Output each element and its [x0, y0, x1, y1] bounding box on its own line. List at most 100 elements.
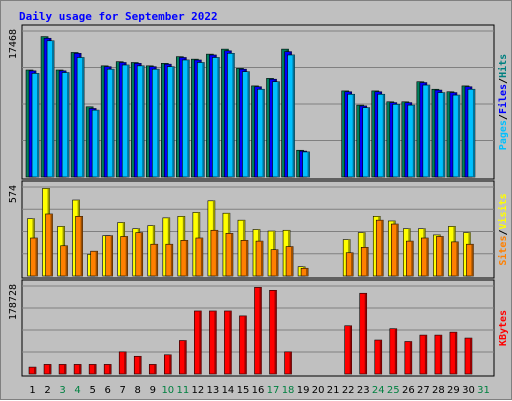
- bar-pages-day-5: [91, 109, 100, 178]
- legend-item: Hits: [497, 54, 509, 78]
- bar-kbytes-day-18: [284, 351, 292, 375]
- bar-kbytes-day-23: [359, 292, 368, 375]
- bar-kbytes-day-16: [254, 287, 262, 375]
- bar-kbytes-day-2: [43, 364, 52, 375]
- bar-pages-day-10: [167, 66, 175, 178]
- x-tick-label: 7: [120, 385, 126, 396]
- bar-pages-day-8: [136, 65, 145, 178]
- bar-pages-day-16: [257, 88, 265, 178]
- x-tick-label: 10: [161, 385, 174, 396]
- bar-kbytes-day-27: [419, 334, 428, 375]
- bar-kbytes-day-13: [209, 310, 217, 375]
- x-tick-label: 26: [402, 385, 415, 396]
- y-max-label: 574: [8, 185, 19, 203]
- bar-pages-day-23: [362, 107, 371, 178]
- bar-sites-day-2: [45, 213, 53, 277]
- bar-pages-day-18: [287, 54, 295, 178]
- bar-pages-day-25: [392, 103, 401, 178]
- bar-pages-day-13: [212, 57, 220, 178]
- bar-sites-day-15: [240, 240, 249, 277]
- x-tick-label: 20: [312, 385, 325, 396]
- legend-item: /: [498, 114, 509, 120]
- x-tick-label: 5: [89, 385, 95, 396]
- bar-pages-day-4: [76, 57, 85, 178]
- bar-sites-day-17: [270, 249, 279, 277]
- bar-pages-day-11: [182, 59, 190, 178]
- x-tick-label: 22: [342, 385, 355, 396]
- bar-pages-day-1: [31, 73, 40, 178]
- bar-kbytes-day-30: [464, 337, 473, 375]
- bar-kbytes-day-29: [449, 331, 458, 375]
- x-tick-label: 29: [447, 385, 460, 396]
- x-tick-label: 17: [267, 385, 280, 396]
- bar-pages-day-29: [452, 94, 461, 178]
- bar-kbytes-day-12: [194, 310, 202, 375]
- bar-kbytes-day-15: [239, 315, 247, 375]
- bar-sites-day-8: [135, 232, 144, 277]
- bar-sites-day-24: [375, 219, 384, 277]
- bar-kbytes-day-25: [389, 328, 398, 375]
- bar-pages-day-22: [347, 93, 355, 178]
- bar-sites-day-23: [360, 247, 369, 277]
- bar-sites-day-19: [300, 267, 309, 277]
- bar-sites-day-16: [255, 240, 264, 277]
- bar-sites-day-22: [345, 252, 354, 277]
- x-tick-label: 2: [44, 385, 50, 396]
- x-tick-label: 24: [372, 385, 385, 396]
- bar-sites-day-25: [390, 223, 399, 277]
- bar-sites-day-6: [105, 235, 113, 277]
- bar-sites-day-30: [466, 243, 474, 277]
- bar-sites-day-14: [225, 233, 234, 277]
- bar-sites-day-3: [60, 245, 68, 277]
- x-tick-label: 15: [237, 385, 250, 396]
- bar-kbytes-day-9: [148, 364, 157, 375]
- bar-kbytes-day-22: [344, 325, 352, 375]
- x-tick-label: 4: [74, 385, 80, 396]
- bar-sites-day-29: [451, 241, 459, 277]
- y-max-label: 178728: [8, 284, 19, 320]
- chart-title: Daily usage for September 2022: [19, 10, 218, 23]
- legend-kbytes: KBytes: [498, 310, 509, 346]
- bar-pages-day-30: [467, 88, 476, 178]
- panel-visits-sites: 574 Sites/Visits: [8, 180, 509, 279]
- bar-sites-day-9: [150, 243, 159, 277]
- bar-sites-day-10: [165, 243, 174, 277]
- bar-pages-day-6: [106, 68, 115, 178]
- y-max-label: 17468: [8, 29, 19, 59]
- x-tick-label: 28: [432, 385, 445, 396]
- bar-kbytes-day-8: [133, 355, 142, 375]
- x-tick-label: 12: [192, 385, 205, 396]
- bar-kbytes-day-24: [374, 339, 383, 375]
- bar-sites-day-5: [90, 250, 98, 277]
- x-tick-label: 6: [104, 385, 110, 396]
- bar-pages-day-12: [197, 62, 205, 178]
- bar-pages-day-3: [61, 72, 70, 178]
- x-tick-label: 13: [207, 385, 220, 396]
- legend-item: Pages: [498, 120, 509, 150]
- bar-sites-day-12: [195, 237, 204, 277]
- bar-pages-day-15: [242, 71, 250, 178]
- bar-sites-day-13: [210, 229, 219, 277]
- legend-item: Files: [497, 84, 509, 114]
- bar-sites-day-27: [421, 237, 429, 277]
- x-axis-labels: 1 2 3 4 5 6 7 8 9 10 11 12 13 14 15 16 17 18 19 20 21 22 23 24 2…: [29, 385, 490, 396]
- bar-pages-day-19: [302, 151, 310, 178]
- x-tick-label: 11: [176, 385, 189, 396]
- x-tick-label: 9: [150, 385, 156, 396]
- bar-sites-day-11: [180, 240, 189, 277]
- bar-kbytes-day-14: [224, 310, 232, 375]
- bar-kbytes-day-26: [404, 341, 413, 375]
- x-tick-label: 19: [297, 385, 310, 396]
- x-tick-label: 16: [252, 385, 265, 396]
- x-tick-label: 14: [222, 385, 235, 396]
- legend-hits-files-pages: Pages/Files/Hits: [497, 54, 509, 150]
- x-tick-label: 8: [135, 385, 141, 396]
- x-tick-label: 3: [59, 385, 65, 396]
- bar-pages-day-14: [227, 52, 235, 178]
- x-tick-label: 1: [29, 385, 35, 396]
- bar-pages-day-27: [422, 84, 431, 178]
- chart-panels: 17468Pages/Files/Hits574Sites/Visits1787…: [8, 24, 509, 377]
